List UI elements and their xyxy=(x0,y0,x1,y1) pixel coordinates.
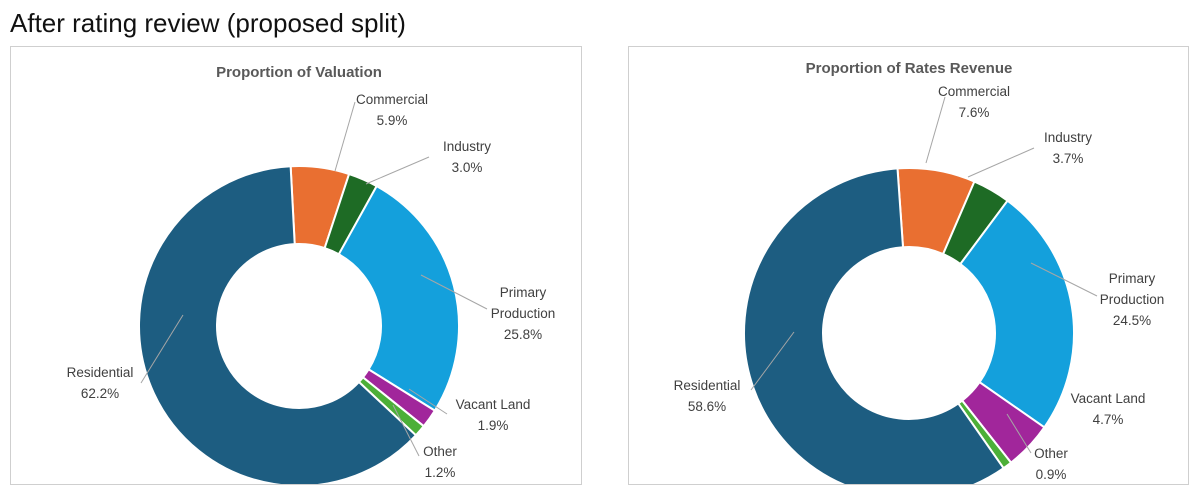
donut-slices xyxy=(743,167,1075,484)
leader-line-industry xyxy=(365,156,430,185)
data-label-commercial: Commercial 5.9% xyxy=(356,92,428,128)
leader-line-commercial xyxy=(925,96,946,164)
data-label-industry: Industry 3.0% xyxy=(443,139,491,175)
leader-line-commercial xyxy=(334,101,356,172)
leader-line-primary-production xyxy=(1030,262,1098,297)
slice-residential xyxy=(138,165,418,484)
data-label-vacant-land: Vacant Land 4.7% xyxy=(1071,391,1146,427)
leader-line-other xyxy=(1006,413,1032,454)
leader-line-residential xyxy=(140,314,184,384)
slice-residential xyxy=(743,167,1005,484)
leader-line-other xyxy=(392,404,420,457)
data-labels: Residential 62.2% Commercial 5.9% Industry 3.… xyxy=(67,92,556,480)
donut-chart-valuation: Proportion of Valuation Residential 62.2% C… xyxy=(67,64,556,484)
data-label-other: Other 0.9% xyxy=(1034,446,1068,482)
data-label-primary-production: Primary Production 24.5% xyxy=(1100,271,1165,328)
slice-primary-production xyxy=(337,184,460,412)
chart-panel-rates-revenue: Proportion of Rates Revenue Residential 58… xyxy=(628,46,1189,485)
leader-line-residential xyxy=(750,331,795,391)
data-label-residential: Residential 62.2% xyxy=(67,365,134,401)
data-label-industry: Industry 3.7% xyxy=(1044,130,1092,166)
donut-slices xyxy=(138,165,460,484)
data-label-residential: Residential 58.6% xyxy=(674,378,741,414)
data-label-commercial: Commercial 7.6% xyxy=(938,84,1010,120)
chart-panel-valuation: Proportion of Valuation Residential 62.2% C… xyxy=(10,46,582,485)
data-label-other: Other 1.2% xyxy=(423,444,457,480)
data-labels: Residential 58.6% Commercial 7.6% Industry 3.… xyxy=(674,84,1165,482)
page-heading: After rating review (proposed split) xyxy=(10,8,406,38)
chart-title: Proportion of Valuation xyxy=(216,64,382,81)
donut-chart-rates-revenue: Proportion of Rates Revenue Residential 58… xyxy=(674,60,1165,484)
chart-title: Proportion of Rates Revenue xyxy=(806,60,1013,77)
slice-primary-production xyxy=(958,199,1075,429)
data-label-vacant-land: Vacant Land 1.9% xyxy=(456,397,531,433)
leader-line-industry xyxy=(967,147,1035,178)
leader-line-vacant-land xyxy=(408,388,448,415)
data-label-primary-production: Primary Production 25.8% xyxy=(491,285,556,342)
leader-line-primary-production xyxy=(420,274,488,310)
